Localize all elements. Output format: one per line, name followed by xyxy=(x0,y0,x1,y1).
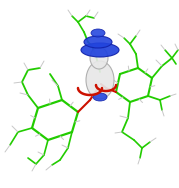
Ellipse shape xyxy=(93,93,107,101)
Ellipse shape xyxy=(84,36,112,48)
Ellipse shape xyxy=(91,29,105,37)
Ellipse shape xyxy=(86,61,114,99)
Ellipse shape xyxy=(90,47,108,69)
Ellipse shape xyxy=(81,43,119,57)
